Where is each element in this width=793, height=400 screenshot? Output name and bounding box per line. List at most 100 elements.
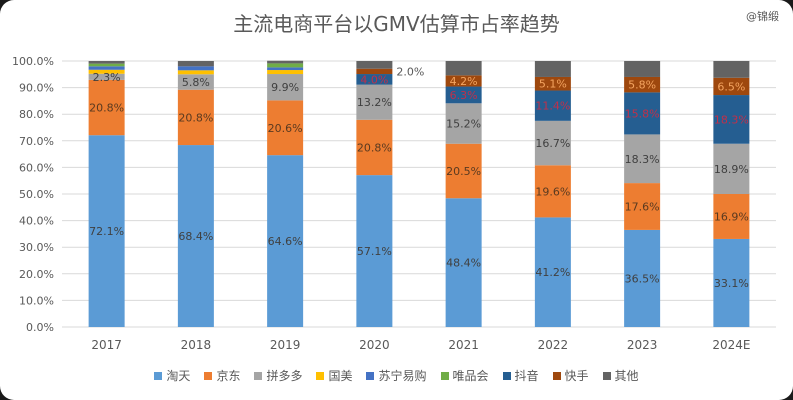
legend-label: 京东	[216, 369, 241, 383]
bar-segment-国美	[177, 70, 214, 75]
data-label: 15.8%	[625, 107, 660, 120]
data-label: 19.6%	[535, 185, 570, 198]
bar-segment-苏宁易购	[267, 67, 304, 71]
bar-segment-其他	[445, 61, 482, 76]
chart-title: 主流电商平台以GMV估算市占率趋势	[233, 12, 560, 36]
data-label: 72.1%	[89, 225, 124, 238]
x-tick-label: 2017	[91, 338, 122, 352]
y-tick-label: 0.0%	[26, 321, 54, 334]
legend: 淘天 京东 拼多多 国美 苏宁易购 唯品会 抖音 快手 其他	[0, 367, 793, 384]
bar-segment-国美	[88, 69, 125, 74]
bar-segment-淘天	[356, 175, 393, 327]
y-tick-label: 70.0%	[19, 135, 54, 148]
data-label: 13.2%	[357, 96, 392, 109]
bar-segment-京东	[534, 165, 571, 218]
legend-label: 其他	[614, 369, 639, 383]
bar-segment-淘天	[177, 145, 214, 327]
bar-segment-淘天	[534, 217, 571, 327]
bar-segment-淘天	[267, 155, 304, 327]
data-label: 5.8%	[628, 79, 656, 92]
bar-segment-淘天	[88, 135, 125, 327]
bar-segment-抖音	[624, 92, 661, 135]
data-label: 5.1%	[539, 78, 567, 91]
legend-item: 苏宁易购	[366, 367, 427, 384]
legend-item: 淘天	[154, 367, 190, 384]
data-label: 57.1%	[357, 245, 392, 258]
legend-item: 快手	[552, 367, 589, 384]
bar-segment-淘天	[713, 238, 750, 327]
bar-segment-拼多多	[445, 103, 482, 144]
bar-segment-其他	[267, 60, 304, 64]
legend-swatch	[204, 371, 213, 380]
data-label: 41.2%	[535, 266, 570, 279]
legend-swatch	[366, 371, 375, 380]
watermark: @锦缎	[746, 10, 779, 23]
data-label: 5.8%	[182, 76, 210, 89]
bar-segment-京东	[356, 119, 393, 176]
y-tick-label: 30.0%	[19, 241, 54, 254]
bar-segment-拼多多	[177, 74, 214, 90]
data-label: 9.9%	[271, 81, 299, 94]
legend-item: 拼多多	[254, 367, 302, 384]
y-tick-label: 100.0%	[12, 55, 54, 68]
legend-label: 抖音	[514, 369, 539, 383]
bar-segment-抖音	[534, 90, 571, 121]
bar-segment-唯品会	[267, 63, 304, 68]
legend-item: 抖音	[502, 367, 539, 384]
bar-segment-快手	[534, 76, 571, 91]
data-label: 20.8%	[89, 102, 124, 115]
bar-segment-京东	[267, 100, 304, 156]
bar-segment-快手	[356, 68, 393, 75]
bar-segment-拼多多	[356, 84, 393, 120]
legend-swatch	[316, 371, 325, 380]
x-tick-label: 2023	[627, 338, 658, 352]
legend-swatch	[154, 371, 163, 380]
bar-segment-拼多多	[713, 143, 750, 194]
y-tick-label: 80.0%	[19, 108, 54, 121]
data-label: 6.5%	[717, 80, 745, 93]
bar-segment-京东	[445, 143, 482, 199]
legend-item: 唯品会	[440, 367, 489, 384]
data-label: 16.9%	[714, 210, 749, 223]
legend-swatch	[552, 371, 561, 380]
data-label: 64.6%	[268, 235, 303, 248]
x-tick-label: 2021	[448, 338, 479, 352]
bar-segment-快手	[713, 77, 750, 96]
y-tick-label: 60.0%	[19, 161, 54, 174]
bar-segment-苏宁易购	[88, 66, 125, 70]
bar-segment-京东	[88, 79, 125, 136]
x-tick-label: 2022	[538, 338, 569, 352]
y-tick-label: 20.0%	[19, 268, 54, 281]
bar-segment-其他	[713, 61, 750, 78]
x-tick-label: 2020	[359, 338, 390, 352]
data-label: 20.5%	[446, 165, 481, 178]
data-label: 20.6%	[268, 122, 303, 135]
bar-segment-苏宁易购	[177, 66, 214, 71]
data-label: 2.0%	[396, 65, 424, 78]
x-tick-label: 2018	[181, 338, 212, 352]
data-label: 2.3%	[93, 71, 121, 84]
legend-label: 淘天	[166, 369, 191, 383]
data-label: 18.9%	[714, 163, 749, 176]
x-tick-label: 2019	[270, 338, 301, 352]
y-tick-label: 10.0%	[19, 294, 54, 307]
bar-segment-其他	[356, 61, 393, 69]
bar-segment-唯品会	[88, 63, 125, 67]
data-label: 15.2%	[446, 118, 481, 131]
legend-label: 国美	[328, 369, 353, 383]
bar-segment-京东	[624, 183, 661, 230]
data-label: 17.6%	[625, 201, 660, 214]
bar-segment-抖音	[445, 86, 482, 104]
data-label: 4.2%	[450, 75, 478, 88]
legend-label: 拼多多	[266, 369, 303, 383]
legend-swatch	[254, 371, 263, 380]
legend-label: 苏宁易购	[378, 369, 427, 383]
bar-segment-拼多多	[534, 120, 571, 166]
legend-item: 京东	[204, 367, 240, 384]
legend-swatch	[440, 371, 449, 380]
legend-item: 国美	[316, 367, 352, 384]
bar-segment-淘天	[624, 229, 661, 327]
bar-segment-抖音	[713, 95, 750, 144]
